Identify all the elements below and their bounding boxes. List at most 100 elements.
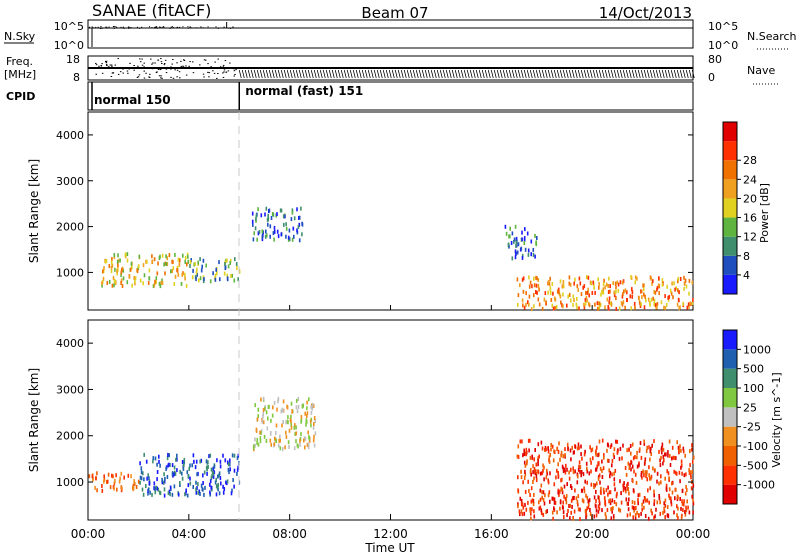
range-gate-cell [572,516,574,521]
range-gate-cell [682,502,685,507]
range-gate-cell [528,294,531,299]
range-gate-cell [293,446,296,451]
range-gate-cell [291,210,294,215]
range-gate-cell [637,498,639,503]
range-gate-cell [184,259,186,264]
range-gate-cell [679,496,681,501]
range-gate-cell [530,486,533,491]
range-gate-cell [306,414,308,419]
range-gate-cell [521,439,523,444]
range-gate-cell [254,403,256,408]
range-gate-cell [654,468,656,473]
range-gate-cell [209,490,211,495]
range-gate-cell [559,457,561,462]
range-gate-cell [202,473,204,478]
range-gate-cell [669,453,671,458]
range-gate-cell [665,452,667,457]
range-gate-cell [111,473,113,478]
range-gate-cell [630,460,633,465]
range-gate-cell [660,446,663,451]
range-gate-cell [536,236,538,240]
range-gate-cell [556,468,558,473]
range-gate-cell [585,461,588,466]
range-gate-cell [253,231,255,236]
range-gate-cell [229,467,231,472]
range-gate-cell [255,428,258,433]
colorbar-swatch [723,368,737,388]
range-gate-cell [648,465,650,470]
range-gate-cell [285,430,287,435]
range-gate-cell [662,447,665,452]
range-gate-cell [517,475,519,480]
range-gate-cell [601,459,603,464]
range-gate-cell [298,222,301,227]
range-gate-cell [603,278,605,283]
range-gate-cell [148,268,151,273]
range-gate-cell [531,498,534,503]
range-gate-cell [664,476,666,481]
range-gate-cell [504,224,507,229]
range-gate-cell [676,504,678,509]
range-gate-cell [613,477,616,482]
range-gate-cell [152,459,154,464]
range-gate-cell [569,516,571,521]
range-gate-cell [608,300,610,305]
range-gate-cell [568,281,571,286]
range-gate-cell [135,485,138,489]
range-gate-cell [569,503,571,508]
range-gate-cell [562,510,565,515]
range-gate-cell [226,479,229,484]
range-gate-cell [199,257,201,262]
nsearch-label: N.Search [747,30,797,43]
range-gate-cell [535,462,538,467]
range-gate-cell [547,279,550,284]
range-gate-cell [143,273,146,278]
range-gate-cell [649,301,651,306]
range-gate-cell [264,406,266,411]
range-gate-cell [288,228,291,233]
range-gate-cell [164,261,167,266]
range-gate-cell [683,499,685,504]
range-gate-cell [215,267,217,272]
range-gate-cell [176,453,178,458]
range-gate-cell [165,467,167,471]
range-gate-cell [583,452,586,457]
range-gate-cell [634,472,637,477]
range-gate-cell [172,266,175,271]
range-gate-cell [252,237,255,242]
range-gate-cell [197,471,199,476]
range-gate-cell [194,261,196,266]
range-gate-cell [597,509,600,514]
range-gate-cell [533,493,535,497]
range-gate-cell [678,447,681,452]
range-gate-cell [272,405,274,410]
range-gate-cell [209,453,212,458]
range-gate-cell [640,471,643,475]
range-gate-cell [613,290,615,295]
range-gate-cell [181,272,183,277]
range-gate-cell [590,460,592,465]
range-gate-cell [508,244,510,249]
range-gate-cell [313,434,315,439]
range-gate-cell [671,445,674,450]
range-gate-cell [605,282,608,287]
range-gate-cell [522,276,525,281]
range-gate-cell [613,500,616,504]
range-gate-cell [533,514,536,519]
range-gate-cell [154,487,156,492]
range-gate-cell [215,492,218,497]
range-gate-cell [517,488,519,493]
range-gate-cell [641,502,643,507]
range-gate-cell [678,470,681,475]
range-gate-cell [687,302,690,307]
range-gate-cell [598,282,600,286]
range-gate-cell [236,471,238,476]
range-gate-cell [161,480,164,485]
range-gate-cell [270,442,272,447]
range-gate-cell [630,275,632,279]
range-gate-cell [550,298,553,302]
range-gate-cell [635,506,637,510]
range-gate-cell [194,465,197,470]
range-gate-cell [137,264,140,269]
range-gate-cell [257,207,259,212]
